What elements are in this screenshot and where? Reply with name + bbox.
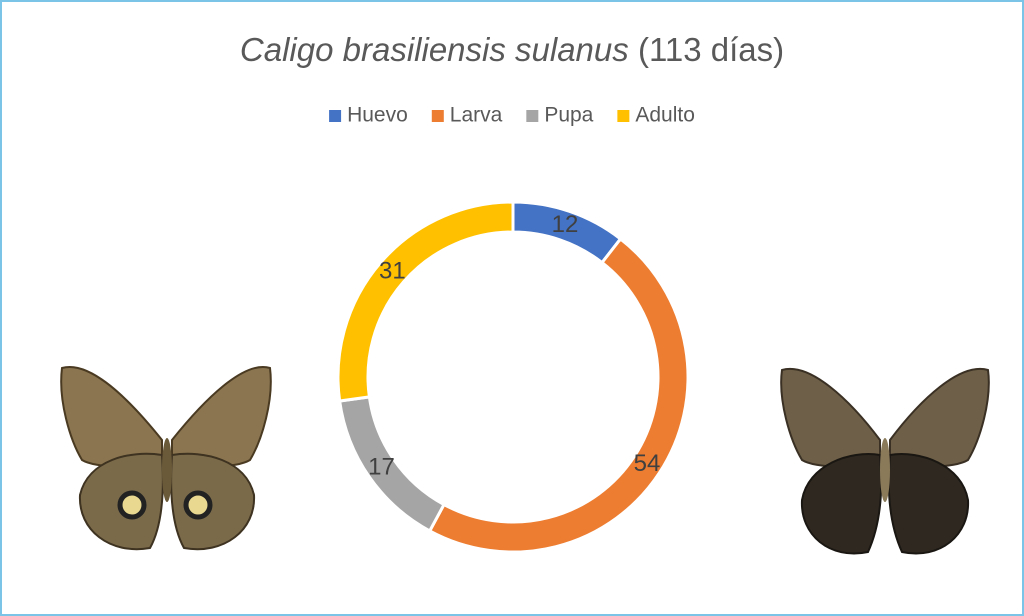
title-species: Caligo brasiliensis sulanus [240,31,629,68]
chart-title: Caligo brasiliensis sulanus (113 días) [240,31,784,68]
legend-label: Pupa [544,104,593,127]
legend-swatch [329,110,342,122]
legend-label: Larva [450,104,503,127]
data-label: 31 [379,257,406,284]
butterfly-left [60,365,272,551]
legend-swatch [617,110,630,122]
legend-label: Adulto [635,104,695,127]
data-label: 17 [368,454,395,481]
legend-swatch [431,110,444,122]
legend-swatch [526,110,539,122]
data-label: 12 [552,211,579,238]
title-note: (113 días) [638,31,784,68]
data-label: 54 [634,450,661,477]
legend-label: Huevo [347,104,408,127]
donut-slice [336,200,515,403]
butterfly-right [780,367,990,555]
legend: Huevo Larva Pupa Adulto [329,104,695,127]
